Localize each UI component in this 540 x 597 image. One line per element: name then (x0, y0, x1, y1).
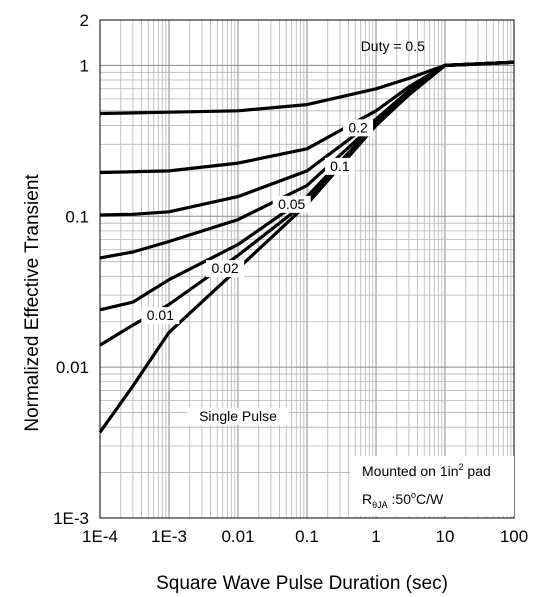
x-tick-label: 100 (500, 527, 528, 546)
x-tick-label: 0.1 (295, 527, 319, 546)
mounting-note-background (350, 456, 514, 516)
series-label-background (141, 307, 180, 325)
mounting-note: Mounted on 1in2 pad RθJA :50oC/W (350, 456, 514, 516)
mounting-note-line1: Mounted on 1in2 pad (362, 462, 491, 479)
y-tick-label: 1 (80, 56, 89, 75)
series-label-background (272, 195, 311, 213)
series-label-background (187, 407, 289, 425)
x-tick-label: 1 (371, 527, 380, 546)
series-label-background (324, 157, 355, 175)
y-axis-title: Normalized Effective Transient (22, 174, 43, 432)
x-tick-label: 1E-4 (82, 527, 118, 546)
x-tick-label: 10 (436, 527, 455, 546)
series-labels: Duty = 0.5 0.2 0.1 0.05 0.02 0.01 Single Pulse (141, 38, 425, 425)
x-tick-label: 0.01 (221, 527, 254, 546)
y-tick-label: 0.1 (65, 207, 89, 226)
series-label-3: 0.1 (330, 158, 350, 174)
series-label-4: 0.05 (278, 196, 305, 212)
y-tick-label: 1E-3 (53, 509, 89, 528)
series-label-5: 0.02 (211, 260, 238, 276)
x-tick-label: 1E-3 (151, 527, 187, 546)
grid (99, 19, 514, 519)
series-label-background (206, 260, 245, 278)
x-tick-labels: 1E-4 1E-3 0.01 0.1 1 10 100 (82, 527, 528, 546)
series-label-background (343, 119, 374, 137)
x-axis-title: Square Wave Pulse Duration (sec) (156, 573, 448, 594)
y-tick-label: 0.01 (56, 358, 89, 377)
series-label-1: Duty = 0.5 (361, 38, 425, 54)
series-label-2: 0.2 (348, 119, 368, 135)
series-label-7: Single Pulse (199, 408, 277, 424)
series-label-6: 0.01 (147, 307, 174, 323)
mounting-note-line2: RθJA :50oC/W (362, 490, 444, 510)
y-tick-label: 2 (80, 11, 89, 30)
y-tick-labels: 1E-3 0.01 0.1 1 2 (53, 11, 89, 528)
plot-frame (99, 19, 515, 519)
